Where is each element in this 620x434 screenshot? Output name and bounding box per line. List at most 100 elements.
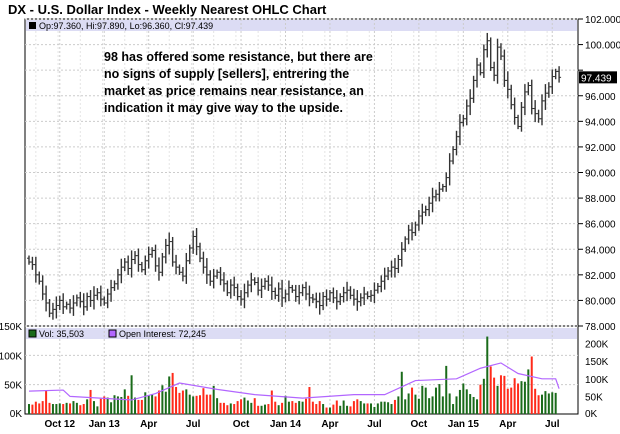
- volume-bar: [328, 407, 331, 414]
- volume-bar: [370, 403, 372, 414]
- x-tick-label: Oct: [411, 419, 428, 430]
- volume-bar: [209, 394, 212, 414]
- volume-bar: [479, 384, 482, 414]
- volume-bar: [229, 403, 232, 414]
- vol-tick-label: 50K: [4, 381, 22, 392]
- volume-bar: [308, 387, 311, 414]
- volume-bar: [168, 376, 171, 414]
- volume-bar: [452, 404, 455, 414]
- volume-bar: [69, 403, 72, 414]
- volume-bar: [188, 394, 191, 414]
- volume-bar: [164, 391, 167, 414]
- volume-bar: [243, 397, 246, 414]
- volume-bar: [462, 383, 465, 414]
- volume-bar: [202, 388, 205, 414]
- vol-tick-label: 150K: [0, 322, 22, 333]
- y-tick-label: 102.000: [585, 15, 620, 26]
- volume-bar: [510, 387, 513, 414]
- volume-bar: [414, 394, 417, 414]
- annotation-line: indication it may give way to the upside…: [104, 101, 343, 115]
- volume-bar: [513, 378, 516, 414]
- x-tick-label: Jan 15: [448, 419, 480, 430]
- volume-bar: [58, 403, 61, 414]
- y-tick-label: 100.000: [585, 41, 620, 52]
- volume-bar: [96, 406, 99, 414]
- volume-bar: [318, 401, 321, 414]
- volume-bar: [537, 395, 540, 414]
- y-tick-label: 84.000: [585, 245, 616, 256]
- volume-bar: [147, 395, 150, 414]
- x-tick-label: Oct 12: [44, 419, 75, 430]
- vol-legend-swatch: [28, 329, 37, 338]
- volume-bar: [120, 396, 123, 414]
- volume-bar: [274, 401, 277, 414]
- volume-bar: [89, 389, 92, 414]
- volume-bar: [263, 404, 266, 414]
- volume-bar: [496, 385, 499, 414]
- volume-bar: [110, 402, 113, 414]
- volume-bar: [534, 388, 537, 414]
- annotation-text: 98 has offered some resistance, but ther…: [104, 49, 373, 117]
- volume-bar: [151, 394, 154, 414]
- y-tick-label: 82.000: [585, 271, 616, 282]
- volume-bar: [428, 398, 431, 414]
- volume-bar: [75, 402, 78, 414]
- volume-bar: [305, 398, 308, 414]
- volume-bar: [219, 402, 222, 414]
- volume-bar: [387, 402, 390, 414]
- volume-bar: [233, 404, 236, 414]
- volume-bar: [82, 404, 85, 414]
- volume-bar: [181, 390, 184, 414]
- volume-bar: [390, 404, 393, 414]
- price-legend-strip: [26, 20, 577, 31]
- volume-bar: [106, 397, 109, 414]
- x-tick-label: Jan 14: [270, 419, 302, 430]
- volume-bar: [144, 392, 147, 414]
- x-tick-label: Apr: [321, 419, 338, 430]
- volume-bar: [397, 396, 400, 414]
- volume-bar: [270, 390, 273, 414]
- volume-bar: [226, 405, 229, 414]
- volume-bar: [335, 400, 338, 414]
- volume-bar: [472, 396, 475, 414]
- volume-bar: [523, 381, 526, 414]
- volume-bar: [236, 401, 239, 414]
- x-tick-label: Jul: [186, 419, 201, 430]
- volume-bar: [38, 403, 41, 414]
- volume-bar: [352, 401, 355, 414]
- y-tick-label: 88.000: [585, 194, 616, 205]
- volume-bar: [34, 401, 37, 414]
- volume-bar: [520, 381, 523, 414]
- annotation-line: no signs of supply [sellers], entrering …: [104, 67, 350, 81]
- y-tick-label: 86.000: [585, 220, 616, 231]
- volume-bar: [527, 369, 530, 414]
- x-tick-label: Jul: [545, 419, 560, 430]
- volume-bar: [134, 397, 137, 414]
- open-interest-line: [28, 362, 560, 401]
- volume-bar: [544, 391, 547, 414]
- volume-bar: [216, 398, 219, 414]
- y-tick-label: 96.000: [585, 92, 616, 103]
- volume-bar: [48, 402, 51, 414]
- volume-bar: [342, 400, 345, 414]
- volume-bar: [92, 401, 95, 414]
- volume-bar: [45, 390, 48, 414]
- volume-bar: [192, 396, 195, 414]
- volume-bar: [205, 394, 208, 414]
- volume-bar: [332, 404, 335, 414]
- volume-legend-strip: [26, 328, 577, 339]
- volume-bar: [157, 390, 160, 414]
- volume-bar: [222, 402, 225, 414]
- volume-bar: [393, 399, 396, 414]
- x-tick-label: Oct: [233, 419, 250, 430]
- volume-bar: [301, 401, 304, 414]
- volume-bar: [448, 393, 451, 414]
- volume-bar: [62, 404, 65, 414]
- volume-bar: [411, 387, 414, 414]
- volume-bar: [380, 401, 383, 414]
- annotation-line: market as price remains near resistance,…: [104, 84, 364, 98]
- last-price-badge: [579, 71, 617, 84]
- volume-bar: [407, 393, 410, 414]
- volume-bar: [493, 377, 496, 414]
- volume-bar: [250, 402, 253, 414]
